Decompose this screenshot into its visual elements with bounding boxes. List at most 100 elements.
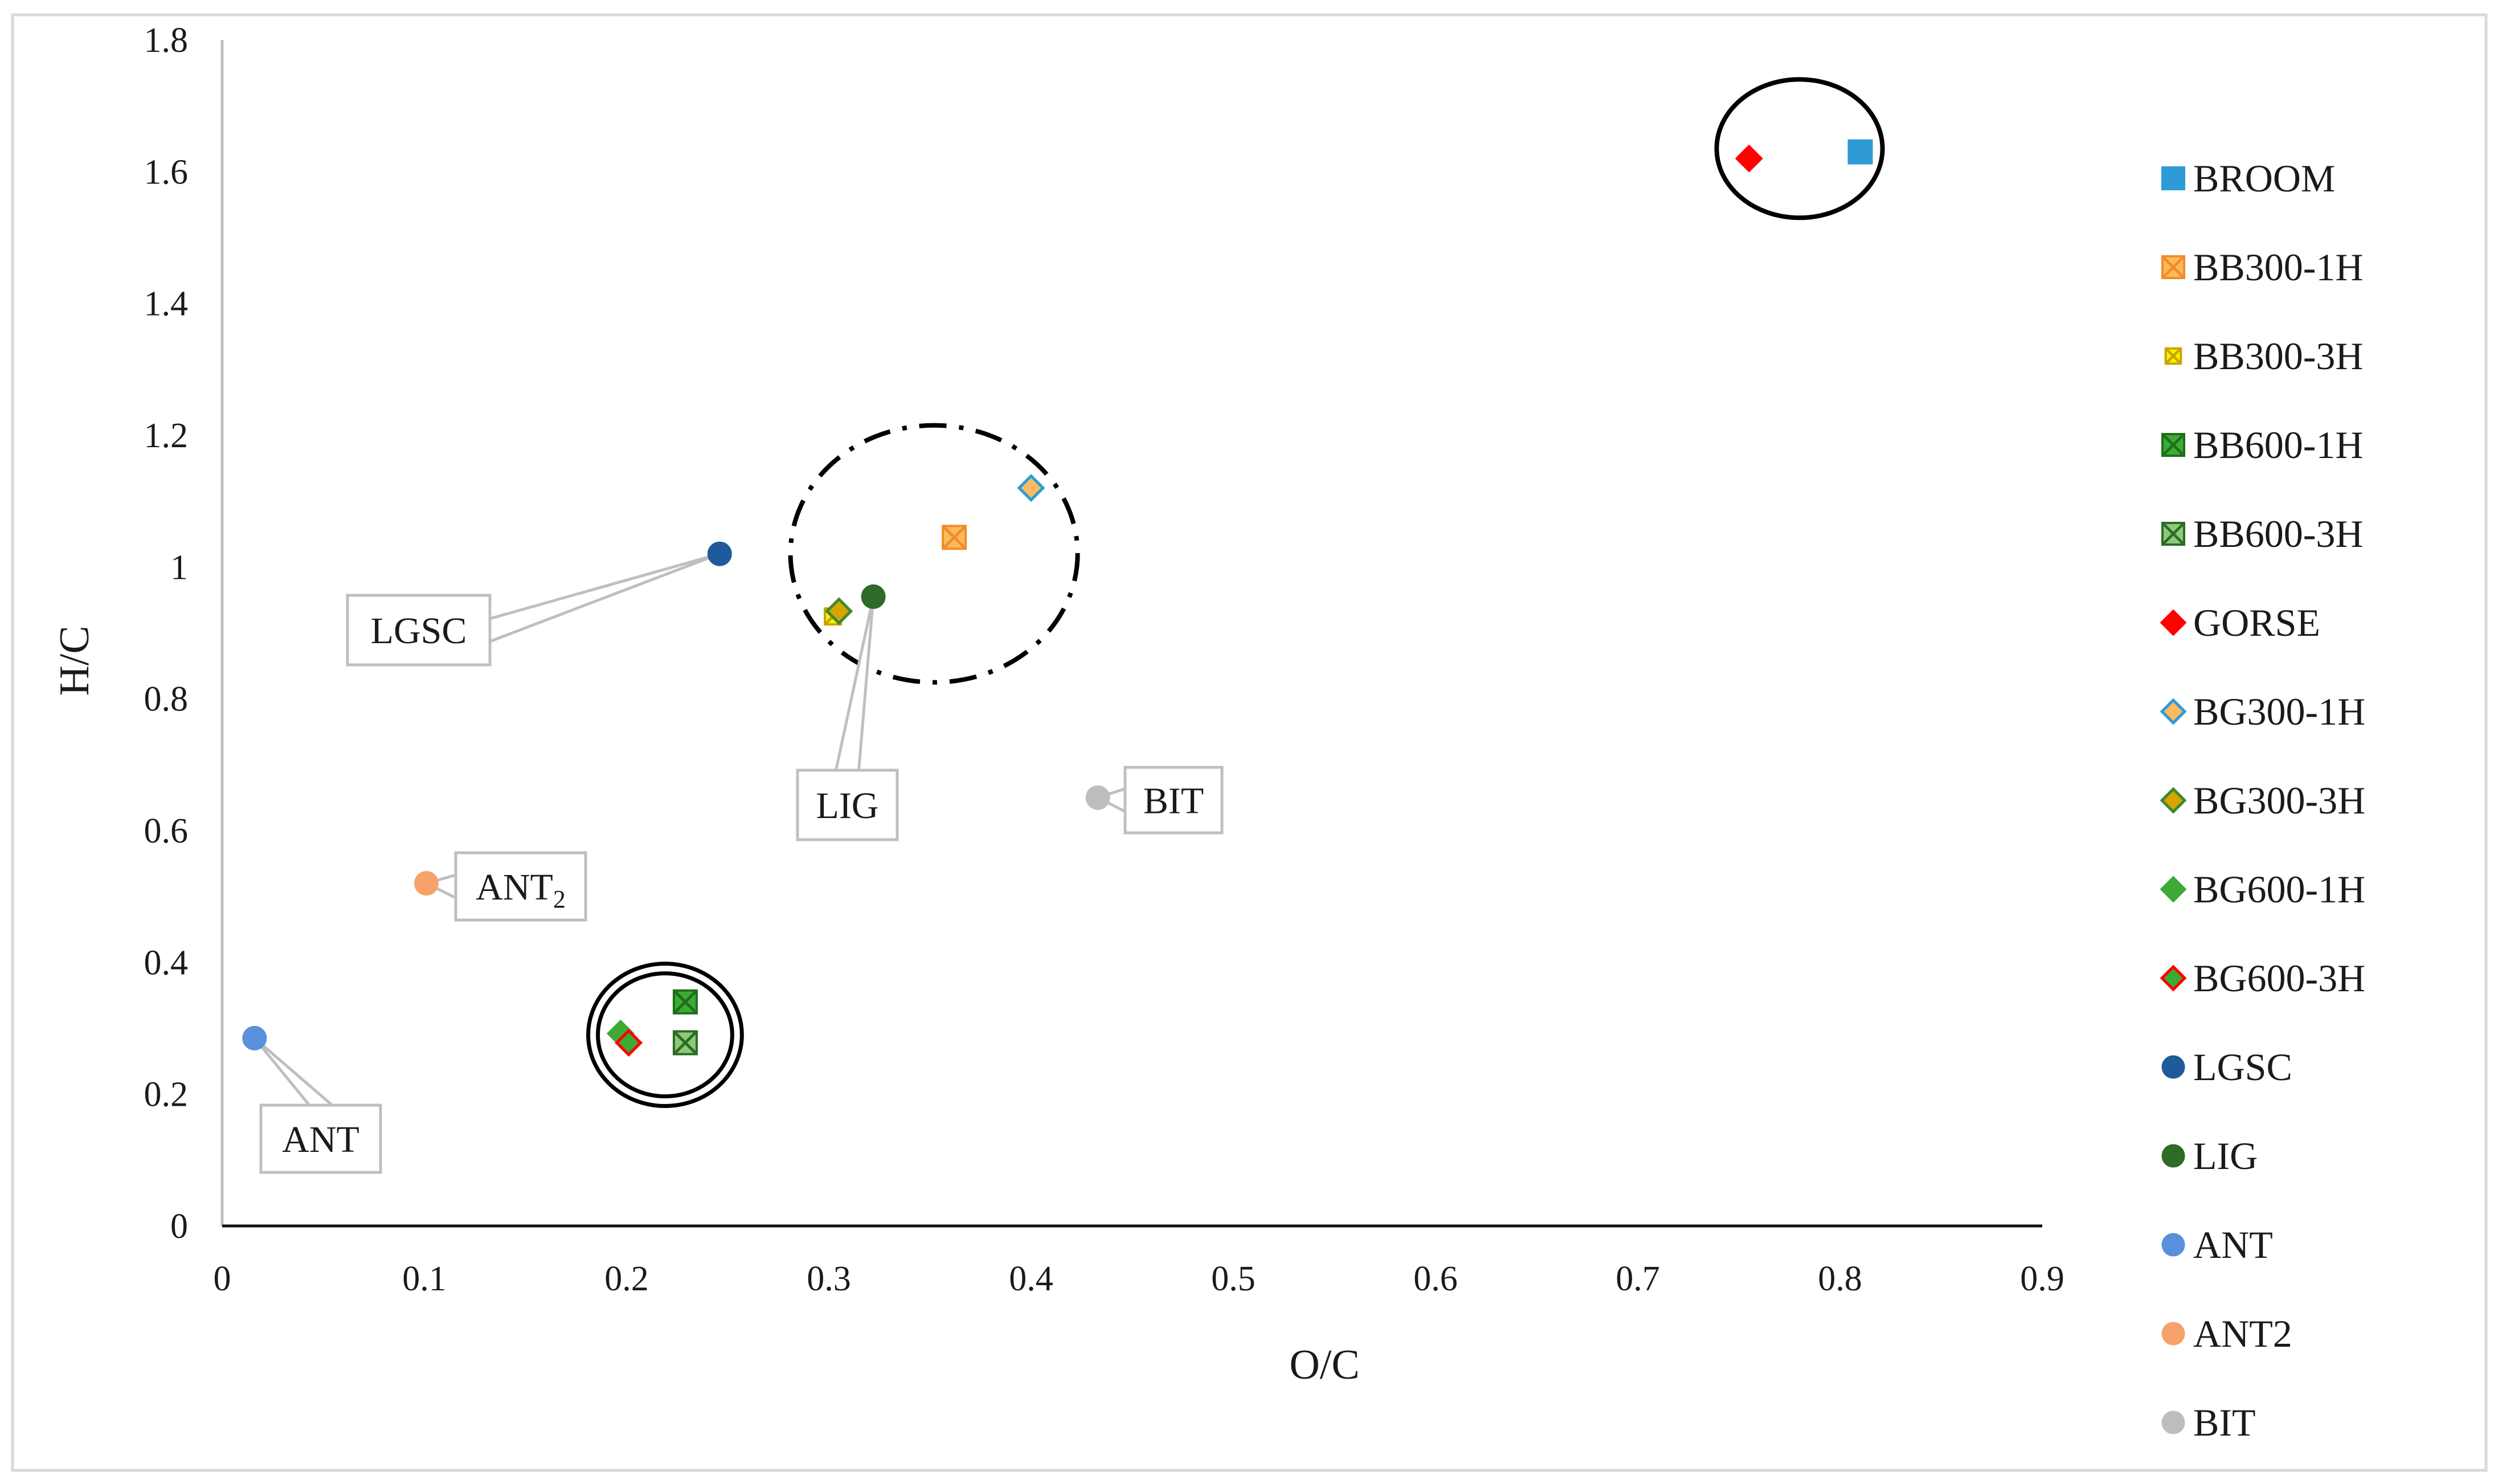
x-tick-label: 0.1 bbox=[402, 1260, 447, 1298]
callout-box bbox=[346, 594, 492, 667]
legend-marker bbox=[2160, 876, 2187, 903]
legend-item: ANT bbox=[2161, 1223, 2273, 1266]
y-tick-label: 1 bbox=[170, 548, 188, 587]
legend-marker bbox=[2160, 787, 2187, 814]
legend-item: ANT2 bbox=[2161, 1312, 2292, 1355]
group-circles bbox=[586, 77, 1885, 1108]
legend-item: BG300-3H bbox=[2160, 779, 2365, 822]
x-tick-label: 0.6 bbox=[1413, 1260, 1458, 1298]
legend-label: BROOM bbox=[2193, 157, 2335, 200]
x-tick-label: 0.9 bbox=[2020, 1260, 2064, 1298]
legend-marker bbox=[2161, 166, 2185, 190]
legend-label: BB600-3H bbox=[2193, 512, 2363, 555]
y-axis-title: H/C bbox=[51, 626, 98, 696]
group-circle bbox=[788, 423, 1080, 685]
legend-label: BB300-3H bbox=[2193, 334, 2363, 378]
callout-box bbox=[796, 768, 899, 841]
y-tick-label: 0.6 bbox=[144, 812, 189, 851]
point-bb600-3h bbox=[672, 1030, 698, 1056]
legend-label: BG600-3H bbox=[2193, 956, 2365, 1000]
y-tick-label: 1.4 bbox=[144, 285, 189, 324]
legend-item: BB300-3H bbox=[2164, 334, 2363, 378]
legend-marker bbox=[2161, 522, 2185, 546]
legend-item: BB600-1H bbox=[2161, 423, 2363, 467]
legend-item: LGSC bbox=[2161, 1045, 2292, 1089]
legend-label: LIG bbox=[2193, 1134, 2258, 1178]
callout-lig: LIG bbox=[796, 596, 899, 841]
legend-marker bbox=[2161, 1144, 2185, 1168]
point-bb300-1h bbox=[942, 525, 967, 550]
axes bbox=[220, 40, 2042, 1228]
callout-label: BIT bbox=[1143, 780, 1204, 822]
data-points bbox=[242, 139, 1873, 1057]
legend-label: GORSE bbox=[2193, 601, 2320, 644]
callout-label: LGSC bbox=[371, 610, 467, 652]
callout-box bbox=[454, 851, 587, 922]
legend: BROOM BB300-1H BB300-3H BB600-1H BB600-3H GOR… bbox=[2160, 157, 2365, 1444]
y-tick-label: 0.2 bbox=[144, 1076, 189, 1114]
group-circle-inner bbox=[596, 971, 734, 1098]
x-tick-label: 0.5 bbox=[1211, 1260, 1256, 1298]
legend-item: BIT bbox=[2161, 1401, 2256, 1444]
point-bit bbox=[1085, 785, 1110, 810]
point-bg600-3h bbox=[615, 1028, 643, 1057]
legend-marker bbox=[2161, 1055, 2185, 1079]
legend-label: BB300-1H bbox=[2193, 246, 2363, 289]
x-tick-label: 0.3 bbox=[807, 1260, 851, 1298]
legend-marker bbox=[2161, 433, 2185, 457]
x-tick-label: 0 bbox=[214, 1260, 231, 1298]
callout-bit: BIT bbox=[1094, 766, 1224, 835]
x-tick-labels: 0 0.1 0.2 0.3 0.4 0.5 0.6 0.7 0.8 0.9 bbox=[214, 1260, 2064, 1298]
legend-marker bbox=[2160, 698, 2187, 725]
chart-border bbox=[11, 13, 2488, 1472]
legend-marker bbox=[2161, 1411, 2185, 1434]
callout-label: ANT2 bbox=[476, 866, 566, 913]
legend-marker bbox=[2161, 1233, 2185, 1257]
point-gorse bbox=[1735, 144, 1763, 173]
y-tick-label: 0.4 bbox=[144, 943, 189, 982]
legend-label: BIT bbox=[2193, 1401, 2256, 1444]
callout-ant: ANT bbox=[253, 1037, 382, 1174]
callout-label: LIG bbox=[816, 785, 879, 827]
callout-box bbox=[1123, 766, 1224, 835]
point-bb600-1h bbox=[672, 989, 698, 1015]
x-tick-label: 0.8 bbox=[1818, 1260, 1862, 1298]
y-tick-label: 1.6 bbox=[144, 153, 189, 191]
point-lgsc bbox=[707, 541, 732, 566]
legend-marker bbox=[2164, 347, 2182, 365]
y-tick-label: 1.2 bbox=[144, 416, 189, 455]
callout-ant2: ANT2 bbox=[422, 851, 587, 922]
legend-item: BG600-1H bbox=[2160, 868, 2365, 911]
point-bg300-1h bbox=[1017, 473, 1045, 502]
legend-label: BG300-1H bbox=[2193, 690, 2365, 733]
x-tick-label: 0.4 bbox=[1009, 1260, 1053, 1298]
group-circle bbox=[1714, 77, 1885, 220]
point-bg300-3h bbox=[825, 597, 853, 626]
y-tick-label: 1.8 bbox=[144, 21, 189, 60]
point-ant bbox=[242, 1025, 267, 1050]
legend-item: BROOM bbox=[2161, 157, 2335, 200]
y-tick-label: 0 bbox=[170, 1207, 188, 1246]
legend-item: GORSE bbox=[2160, 601, 2320, 644]
legend-label: BB600-1H bbox=[2193, 423, 2363, 467]
callout-label: ANT bbox=[282, 1119, 359, 1160]
point-lig bbox=[861, 584, 886, 609]
point-broom bbox=[1847, 139, 1873, 165]
legend-marker bbox=[2161, 255, 2185, 279]
legend-label: BG600-1H bbox=[2193, 868, 2365, 911]
y-tick-labels: 0 0.2 0.4 0.6 0.8 1 1.2 1.4 1.6 1.8 bbox=[144, 21, 189, 1246]
x-axis-title: O/C bbox=[1289, 1342, 1359, 1388]
legend-marker bbox=[2160, 964, 2187, 992]
x-tick-label: 0.7 bbox=[1616, 1260, 1660, 1298]
legend-item: BG300-1H bbox=[2160, 690, 2365, 733]
legend-marker bbox=[2160, 609, 2187, 636]
group-circle-outer bbox=[586, 962, 744, 1108]
legend-item: LIG bbox=[2161, 1134, 2258, 1178]
callouts: LGSC LIG BIT ANT2 ANT bbox=[253, 552, 1224, 1174]
point-ant2 bbox=[414, 871, 439, 896]
y-tick-label: 0.8 bbox=[144, 680, 189, 719]
x-tick-label: 0.2 bbox=[604, 1260, 649, 1298]
callout-box bbox=[259, 1103, 382, 1174]
legend-label: BG300-3H bbox=[2193, 779, 2365, 822]
